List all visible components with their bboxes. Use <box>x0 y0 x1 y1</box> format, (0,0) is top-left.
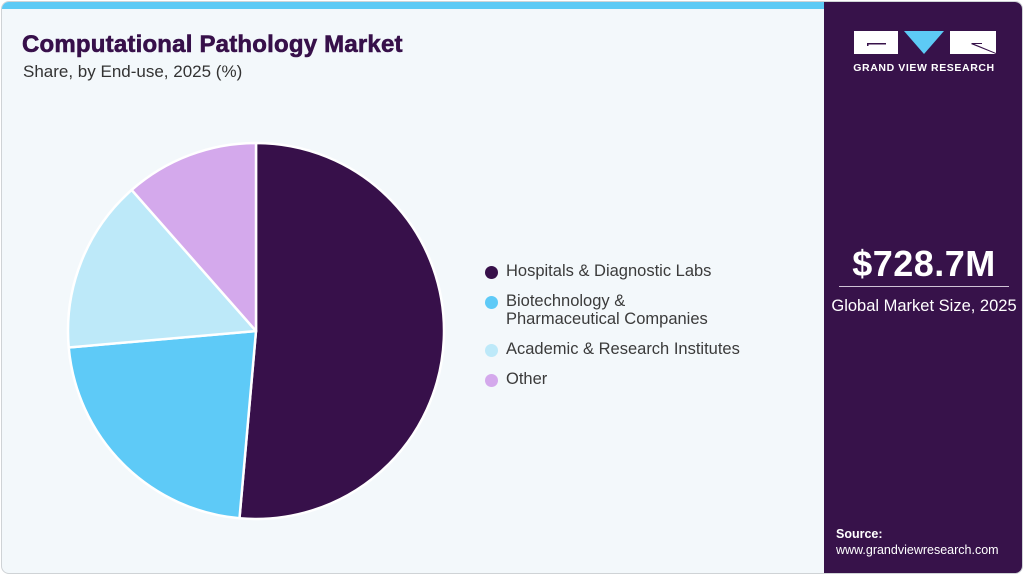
legend-label: Other <box>506 370 548 388</box>
legend-swatch-icon <box>485 344 498 357</box>
source-link[interactable]: www.grandviewresearch.com <box>836 543 999 557</box>
pie-slice-academic-research-institutes <box>66 188 258 349</box>
chart-legend: Hospitals & Diagnostic Labs Biotechnology… <box>485 262 786 400</box>
accent-bar <box>2 2 824 9</box>
chart-title: Computational Pathology Market <box>22 31 403 59</box>
legend-label: Academic & Research Institutes <box>506 340 740 358</box>
legend-swatch-icon <box>485 266 498 279</box>
chart-subtitle: Share, by End-use, 2025 (%) <box>23 62 243 81</box>
market-size-label: Global Market Size, 2025 <box>831 297 1017 315</box>
legend-item: Other <box>485 370 786 388</box>
pie-slice-other <box>130 141 258 333</box>
market-size-value: $728.7M <box>852 243 996 284</box>
legend-swatch-icon <box>485 374 498 387</box>
pie-chart <box>66 141 446 521</box>
legend-item: Academic & Research Institutes <box>485 340 786 358</box>
pie-slice-biotechnology-pharmaceutical-companies <box>67 329 258 520</box>
legend-label: Hospitals & Diagnostic Labs <box>506 262 712 280</box>
legend-item: Hospitals & Diagnostic Labs <box>485 262 786 280</box>
legend-swatch-icon <box>485 296 498 309</box>
brand-name: GRAND VIEW RESEARCH <box>853 62 995 74</box>
legend-item: Biotechnology & Pharmaceutical Companies <box>485 292 786 328</box>
side-panel: GRAND VIEW RESEARCH $728.7M Global Marke… <box>824 2 1022 573</box>
source-label: Source: <box>836 527 883 541</box>
divider <box>839 286 1009 287</box>
gvr-logo-icon <box>854 31 996 54</box>
pie-slice-hospitals-diagnostic-labs <box>238 141 446 521</box>
legend-label: Biotechnology & Pharmaceutical Companies <box>506 292 708 328</box>
